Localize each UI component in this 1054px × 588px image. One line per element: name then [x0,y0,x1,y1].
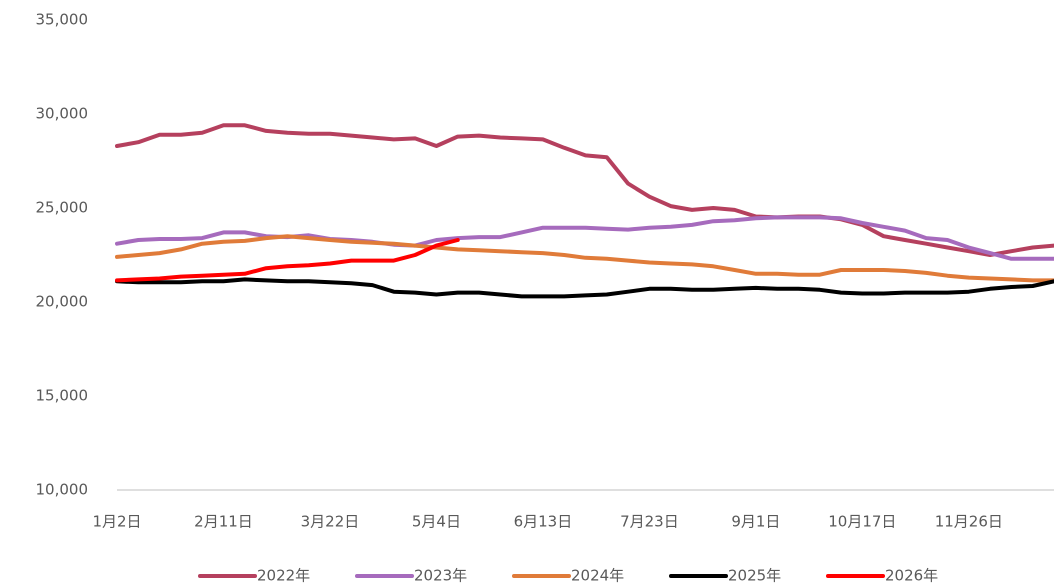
legend-label: 2023年 [414,567,467,585]
x-tick-label: 2月11日 [194,513,253,531]
series-line [115,234,1054,283]
series-line [115,238,460,283]
x-tick-label: 9月1日 [731,513,780,531]
y-tick-label: 10,000 [36,481,89,499]
x-tick-label: 10月17日 [828,513,896,531]
y-tick-label: 20,000 [36,293,89,311]
x-tick-label: 5月4日 [412,513,461,531]
x-tick-label: 3月22日 [301,513,360,531]
series-line [115,123,1054,257]
x-tick-label: 7月23日 [620,513,679,531]
legend-label: 2022年 [257,567,310,585]
y-tick-label: 30,000 [36,105,89,123]
y-tick-label: 35,000 [36,11,89,29]
x-tick-label: 11月26日 [935,513,1003,531]
y-tick-label: 25,000 [36,199,89,217]
legend-label: 2024年 [571,567,624,585]
x-tick-label: 6月13日 [514,513,573,531]
y-tick-label: 15,000 [36,387,89,405]
legend-label: 2025年 [728,567,781,585]
legend-label: 2026年 [885,567,938,585]
series-line [115,277,1054,299]
x-tick-label: 1月2日 [92,513,141,531]
